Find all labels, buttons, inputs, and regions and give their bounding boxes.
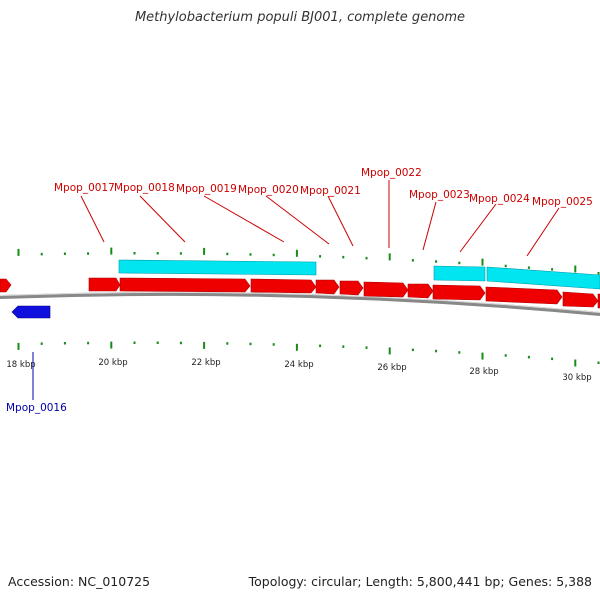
genome-backbone: [0, 291, 600, 316]
genome-backbone-highlight: [0, 291, 600, 313]
feature-band-left: [118, 259, 317, 276]
leader-line: [327, 195, 354, 247]
gene-arrow-forward: [485, 286, 563, 305]
leader-line: [203, 195, 285, 243]
feature-band-right-b: [486, 266, 600, 290]
lower-tick-row: [17, 341, 600, 367]
gene-label: Mpop_0023: [409, 189, 470, 201]
gene-label: Mpop_0018: [114, 182, 175, 194]
kbp-label: 28 kbp: [469, 367, 498, 377]
upper-tick-row: [17, 247, 600, 275]
kbp-label: 22 kbp: [191, 358, 220, 368]
gene-label: Mpop_0021: [300, 185, 361, 197]
leader-line: [459, 203, 497, 253]
kbp-label: 30 kbp: [562, 373, 591, 383]
kbp-label: 24 kbp: [284, 360, 313, 370]
gene-arrow-forward: [0, 278, 12, 293]
forward-label-leaders: [80, 180, 560, 257]
gene-label: Mpop_0020: [238, 184, 299, 196]
leader-line: [80, 195, 105, 243]
kbp-label: 20 kbp: [98, 358, 127, 368]
genome-stats-text: Topology: circular; Length: 5,800,441 bp…: [248, 574, 592, 589]
gene-label: Mpop_0019: [176, 183, 237, 195]
gene-arrow-forward: [407, 283, 434, 299]
gene-label-reverse: Mpop_0016: [6, 402, 67, 414]
leader-line: [265, 195, 330, 245]
gene-arrow-forward: [315, 279, 340, 295]
kbp-label: 26 kbp: [377, 363, 406, 373]
gene-label: Mpop_0025: [532, 196, 593, 208]
gene-label: Mpop_0017: [54, 182, 115, 194]
accession-text: Accession: NC_010725: [8, 574, 151, 589]
forward-gene-labels: Mpop_0017 Mpop_0018 Mpop_0019 Mpop_0020 …: [54, 167, 593, 208]
kbp-labels: 18 kbp 20 kbp 22 kbp 24 kbp 26 kbp 28 kb…: [6, 358, 591, 383]
gene-arrow-forward: [250, 278, 317, 294]
gene-arrow-forward: [432, 284, 486, 301]
leader-line: [526, 207, 560, 257]
map-title: Methylobacterium populi BJ001, complete …: [134, 10, 466, 25]
gene-arrow-forward: [562, 291, 599, 308]
gene-arrow-forward: [363, 281, 409, 298]
leader-line: [422, 201, 437, 251]
gene-arrow-forward: [339, 280, 364, 296]
gene-label: Mpop_0024: [469, 193, 530, 205]
kbp-label: 18 kbp: [6, 360, 35, 370]
gene-label: Mpop_0022: [361, 167, 422, 179]
gene-arrow-forward: [119, 277, 251, 293]
gene-arrow-forward: [88, 277, 121, 292]
feature-band-right-a: [433, 265, 486, 282]
gene-arrow-reverse: [11, 305, 51, 319]
leader-line: [139, 195, 186, 243]
